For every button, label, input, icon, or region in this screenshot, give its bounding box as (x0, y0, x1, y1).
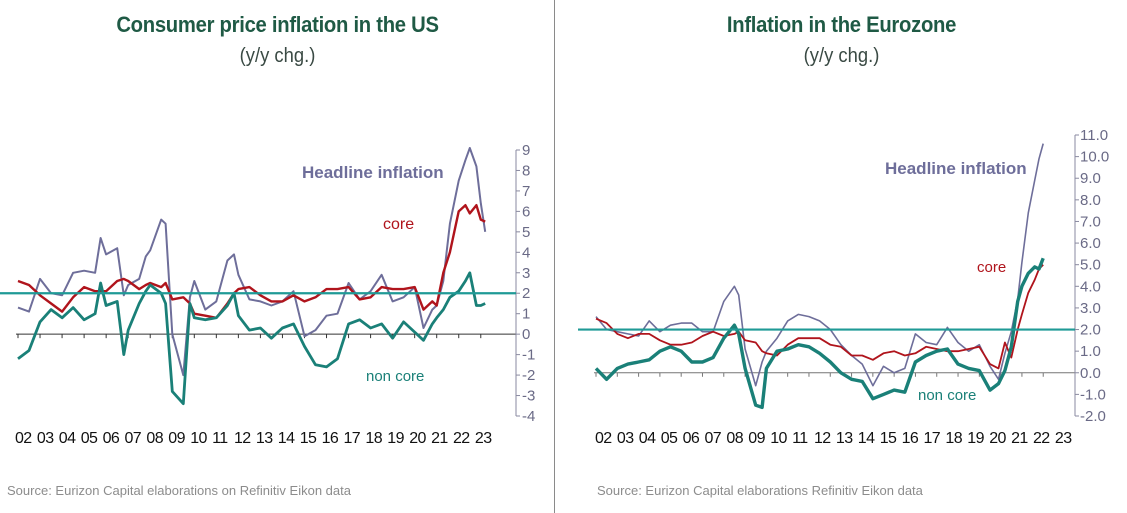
y-tick-label: 2.0 (1080, 322, 1101, 339)
x-tick-label: 10 (190, 430, 207, 447)
x-tick-label: 21 (431, 430, 448, 447)
x-tick-label: 06 (683, 430, 700, 447)
x-tick-label: 22 (453, 430, 470, 447)
y-tick-label: -2.0 (1080, 408, 1106, 425)
y-tick-label: 4.0 (1080, 278, 1101, 295)
x-tick-label: 15 (880, 430, 897, 447)
series-line-headline-inflation (17, 147, 487, 377)
x-tick-label: 19 (387, 430, 404, 447)
y-tick-label: 0.0 (1080, 365, 1101, 382)
y-tick-label: -4 (522, 408, 535, 425)
x-tick-label: 09 (748, 430, 765, 447)
x-tick-label: 16 (902, 430, 919, 447)
y-tick-label: -2 (522, 367, 535, 384)
y-tick-label: 7 (522, 183, 530, 200)
y-tick-label: -1 (522, 347, 535, 364)
chart-subtitle: (y/y chg.) (803, 45, 880, 67)
x-tick-label: 08 (726, 430, 743, 447)
y-tick-label: 7.0 (1080, 213, 1101, 230)
x-tick-label: 10 (770, 430, 787, 447)
x-tick-label: 17 (344, 430, 361, 447)
series-line-non-core (17, 271, 486, 406)
x-tick-label: 18 (945, 430, 962, 447)
y-tick-label: 1 (522, 306, 530, 323)
y-tick-label: 4 (522, 244, 530, 261)
series-line-core (595, 264, 1044, 370)
x-tick-label: 15 (300, 430, 317, 447)
x-tick-label: 19 (967, 430, 984, 447)
x-tick-label: 02 (15, 430, 32, 447)
x-tick-label: 12 (234, 430, 251, 447)
y-tick-label: 6 (522, 203, 530, 220)
x-tick-label: 23 (475, 430, 492, 447)
series-line-core (17, 203, 486, 319)
x-tick-label: 20 (989, 430, 1006, 447)
x-tick-label: 16 (322, 430, 339, 447)
x-tick-label: 14 (278, 430, 295, 447)
source-note: Source: Eurizon Capital elaborations Ref… (597, 483, 923, 498)
x-tick-label: 09 (168, 430, 185, 447)
panel-us-inflation: Consumer price inflation in the US (y/y … (0, 0, 555, 513)
x-tick-label: 20 (409, 430, 426, 447)
panel-eurozone-inflation: Inflation in the Eurozone (y/y chg.) 11.… (556, 0, 1127, 513)
panel-divider (554, 0, 555, 513)
x-tick-label: 06 (103, 430, 120, 447)
x-tick-label: 17 (924, 430, 941, 447)
series-line-non-core (594, 257, 1045, 410)
x-tick-label: 11 (792, 430, 808, 447)
x-tick-label: 03 (617, 430, 634, 447)
y-tick-label: 3.0 (1080, 300, 1101, 317)
y-tick-label: 2 (522, 285, 530, 302)
source-note: Source: Eurizon Capital elaborations on … (7, 483, 351, 498)
x-tick-label: 23 (1055, 430, 1072, 447)
eurozone-inflation-chart: 11.0 10.0 9.0 8.0 7.0 6.0 5.0 4.0 3.0 2.0 1.0 0.0 -1… (578, 127, 1109, 447)
x-tick-label: 04 (59, 430, 76, 447)
series-annotation-core: core (383, 216, 414, 233)
series-annotation-headline-inflation: Headline inflation (885, 159, 1027, 178)
chart-title: Consumer price inflation in the US (116, 12, 439, 37)
x-tick-label: 18 (365, 430, 382, 447)
series-annotation-non-core: non core (366, 368, 424, 385)
y-tick-label: 8 (522, 162, 530, 179)
x-tick-label: 13 (836, 430, 853, 447)
x-tick-label: 13 (256, 430, 273, 447)
x-tick-label: 07 (705, 430, 722, 447)
x-tick-label: 22 (1033, 430, 1050, 447)
series-annotation-headline-inflation: Headline inflation (302, 163, 444, 182)
y-tick-label: 3 (522, 265, 530, 282)
y-tick-label: 5.0 (1080, 257, 1101, 274)
y-tick-label: 6.0 (1080, 235, 1101, 252)
y-tick-label: -1.0 (1080, 386, 1106, 403)
x-tick-label: 05 (81, 430, 98, 447)
series-annotation-core: core (977, 259, 1006, 276)
y-tick-label: 11.0 (1080, 127, 1108, 144)
y-tick-label: 9 (522, 142, 530, 159)
y-tick-label: 10.0 (1080, 149, 1109, 166)
y-tick-label: 1.0 (1080, 343, 1101, 360)
x-tick-label: 21 (1011, 430, 1028, 447)
x-tick-label: 11 (212, 430, 228, 447)
y-tick-label: 0 (522, 326, 530, 343)
x-tick-label: 03 (37, 430, 54, 447)
y-tick-label: 5 (522, 224, 530, 241)
x-tick-label: 05 (661, 430, 678, 447)
y-tick-label: -3 (522, 388, 535, 405)
chart-title: Inflation in the Eurozone (726, 12, 957, 37)
chart-subtitle: (y/y chg.) (239, 45, 316, 67)
x-tick-label: 12 (814, 430, 831, 447)
x-tick-label: 02 (595, 430, 612, 447)
x-tick-label: 08 (146, 430, 163, 447)
y-tick-label: 8.0 (1080, 192, 1101, 209)
series-annotation-non-core: non core (918, 387, 976, 404)
x-tick-label: 04 (639, 430, 656, 447)
x-tick-label: 07 (125, 430, 142, 447)
y-tick-label: 9.0 (1080, 170, 1101, 187)
x-tick-label: 14 (858, 430, 875, 447)
